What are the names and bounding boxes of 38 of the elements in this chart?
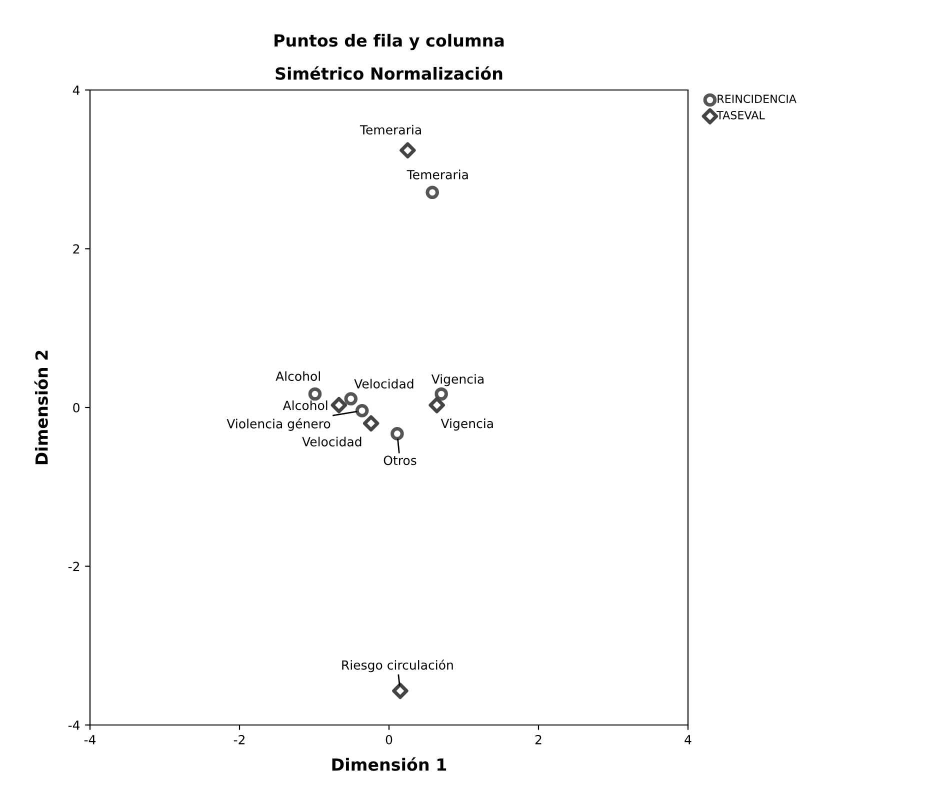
- point: [390, 427, 404, 440]
- x-tick-label: 0: [386, 734, 392, 744]
- annotation: Alcohol: [276, 371, 320, 381]
- y-tick-label: 0: [73, 402, 80, 412]
- annotation: Velocidad: [354, 378, 414, 389]
- point: [392, 682, 408, 699]
- x-axis-title: Dimensión 1: [332, 757, 446, 771]
- point: [434, 387, 448, 401]
- annotation: Vigencia: [440, 418, 493, 431]
- point: [426, 186, 439, 200]
- point: [330, 397, 348, 414]
- annotation: Vigencia: [431, 374, 484, 386]
- annotation: Temeraria: [360, 124, 421, 135]
- x-tick-label: 4: [684, 735, 692, 744]
- annotation: Otros: [384, 456, 416, 466]
- annotation: Velocidad: [302, 436, 362, 446]
- annotation: Violencia género: [226, 418, 330, 431]
- point: [355, 404, 369, 418]
- point: [362, 415, 380, 432]
- y-tick-label: 2: [73, 244, 80, 254]
- point: [428, 397, 445, 414]
- y-tick-label: 4: [72, 86, 80, 95]
- y-tick-label: -4: [68, 720, 80, 730]
- x-tick-label: 2: [535, 734, 542, 744]
- point: [308, 387, 322, 401]
- annotation: Temeraria: [406, 170, 468, 180]
- legend-label: TASEVAL: [716, 110, 765, 120]
- annotation: Alcohol: [282, 400, 328, 410]
- y-axis-title: Dimensión 2: [34, 350, 48, 464]
- legend-label: REINCIDENCIA: [718, 94, 796, 104]
- y-tick-label: -2: [68, 562, 80, 571]
- chart-title: Puntos de fila y columna: [274, 34, 504, 50]
- chart-subtitle: Simétrico Normalización: [276, 66, 502, 80]
- x-tick-label: -4: [84, 735, 96, 744]
- annotation: Riesgo circulación: [342, 660, 453, 672]
- point: [344, 392, 358, 406]
- x-tick-label: -2: [234, 734, 244, 744]
- point: [400, 142, 416, 158]
